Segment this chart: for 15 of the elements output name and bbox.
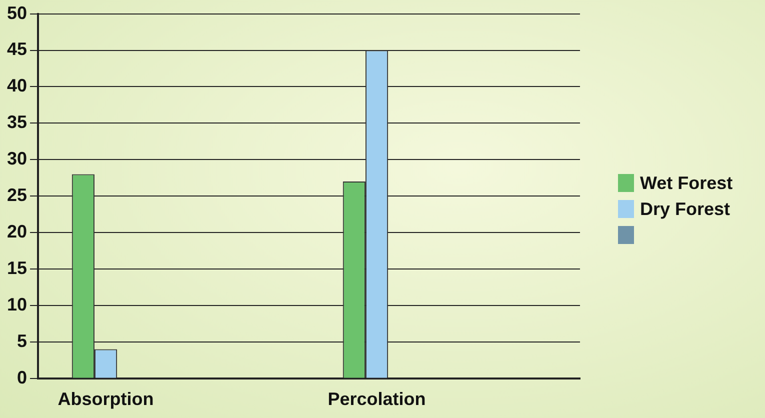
y-tick-label: 35 — [6, 112, 28, 132]
y-tick-label: 40 — [6, 76, 28, 96]
x-tick-label: Absorption — [58, 389, 154, 410]
y-tick-label: 25 — [6, 185, 28, 206]
y-tick-label: 0 — [17, 367, 28, 388]
y-tick-label: 10 — [6, 294, 28, 314]
x-tick-label: Percolation — [328, 389, 426, 410]
y-tick-label: 30 — [6, 148, 28, 169]
legend-label: Wet Forest — [640, 172, 733, 194]
y-tick-label: 45 — [6, 39, 28, 60]
legend-label: Dry Forest — [640, 198, 730, 220]
y-tick-label: 15 — [6, 258, 28, 278]
y-tick-label: 5 — [17, 330, 28, 351]
y-tick-label: 20 — [6, 222, 28, 242]
y-tick-label: 50 — [6, 2, 28, 23]
